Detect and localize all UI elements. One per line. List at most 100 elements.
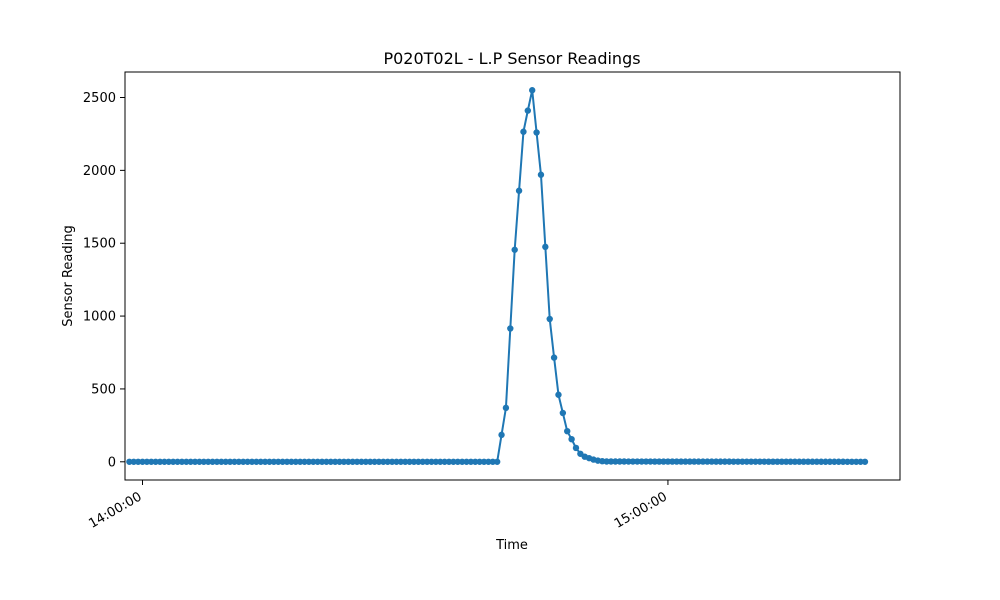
- data-point: [835, 458, 842, 465]
- data-point: [423, 458, 431, 465]
- data-point: [655, 458, 663, 465]
- data-point: [839, 458, 847, 465]
- data-point: [616, 458, 623, 465]
- data-point: [428, 458, 435, 465]
- data-point: [778, 458, 785, 465]
- data-point: [638, 458, 645, 465]
- y-tick-label: 2000: [83, 164, 116, 179]
- data-point: [555, 391, 562, 398]
- data-point: [126, 458, 133, 465]
- data-point: [813, 458, 821, 465]
- data-point: [857, 458, 864, 465]
- data-point: [809, 458, 816, 465]
- data-point: [178, 458, 186, 465]
- data-point: [235, 458, 243, 465]
- data-point: [296, 458, 304, 465]
- data-point: [305, 458, 313, 465]
- data-point: [248, 458, 256, 465]
- data-point: [524, 107, 532, 114]
- data-point: [393, 458, 400, 465]
- data-point: [800, 458, 807, 465]
- data-point: [804, 458, 812, 465]
- data-point: [620, 458, 628, 465]
- data-point: [485, 458, 492, 465]
- data-point: [458, 458, 466, 465]
- data-point: [511, 246, 518, 253]
- data-point: [183, 458, 190, 465]
- data-point: [388, 458, 396, 465]
- data-point: [853, 458, 860, 465]
- data-point: [419, 458, 426, 465]
- data-point: [266, 458, 273, 465]
- data-point: [169, 458, 177, 465]
- data-point: [318, 458, 326, 465]
- data-point: [822, 458, 829, 465]
- data-point: [502, 404, 510, 412]
- data-point: [213, 458, 221, 465]
- data-point: [476, 458, 483, 465]
- data-point: [568, 436, 575, 443]
- data-point: [756, 458, 764, 465]
- data-point: [244, 458, 251, 465]
- y-tick-label: 1000: [83, 310, 116, 325]
- data-point: [406, 458, 413, 465]
- data-point: [384, 458, 391, 465]
- plot-marks: [126, 87, 869, 465]
- data-point: [743, 458, 750, 465]
- data-point: [301, 458, 308, 465]
- data-point: [292, 458, 299, 465]
- data-point: [489, 458, 496, 465]
- data-point: [651, 458, 658, 465]
- data-point: [708, 458, 715, 465]
- data-point: [717, 458, 724, 465]
- data-point: [270, 458, 278, 465]
- data-point: [362, 458, 370, 465]
- data-point: [226, 458, 234, 465]
- data-point: [765, 458, 772, 465]
- data-point: [542, 243, 549, 251]
- data-point: [721, 458, 729, 465]
- data-point: [161, 458, 168, 465]
- chart-title: P020T02L - L.P Sensor Readings: [383, 49, 640, 68]
- data-point: [240, 458, 247, 465]
- data-point: [520, 128, 527, 135]
- data-point: [209, 458, 216, 465]
- data-point: [682, 458, 689, 465]
- data-point: [472, 458, 479, 465]
- data-point: [782, 458, 790, 465]
- data-point: [774, 458, 781, 465]
- y-tick-label: 2500: [83, 91, 116, 106]
- data-point: [629, 458, 637, 465]
- data-point: [415, 458, 422, 465]
- data-point: [358, 458, 365, 465]
- data-point: [625, 458, 632, 465]
- data-point: [559, 409, 567, 417]
- data-point: [139, 458, 146, 465]
- data-point: [261, 458, 269, 465]
- data-point: [187, 458, 194, 465]
- data-point: [739, 458, 746, 465]
- data-point: [156, 458, 164, 465]
- x-axis-label: Time: [495, 538, 528, 553]
- data-point: [844, 458, 851, 465]
- data-point: [533, 129, 540, 136]
- data-point: [572, 444, 580, 452]
- data-point: [288, 458, 295, 465]
- data-point: [673, 458, 680, 465]
- data-point: [691, 458, 698, 465]
- data-point: [747, 458, 755, 465]
- data-point: [787, 458, 794, 465]
- data-point: [769, 458, 777, 465]
- data-point: [796, 458, 803, 465]
- data-point: [704, 458, 711, 465]
- data-point: [660, 458, 667, 465]
- data-point: [467, 458, 475, 465]
- data-point: [546, 315, 553, 323]
- data-point: [397, 458, 405, 465]
- data-point: [349, 458, 356, 465]
- data-point: [603, 458, 610, 465]
- data-point: [340, 458, 348, 465]
- data-point: [143, 458, 151, 465]
- data-point: [441, 458, 448, 465]
